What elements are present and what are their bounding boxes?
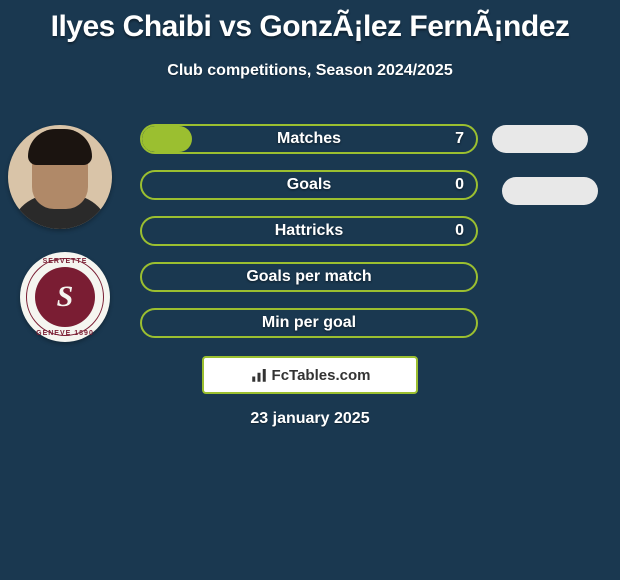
stat-row-goals-per-match: Goals per match [140, 262, 478, 292]
footer-date: 23 january 2025 [0, 410, 620, 428]
club-badge-inner: S [35, 267, 95, 327]
stat-value: 0 [455, 222, 464, 240]
stat-row-goals: Goals 0 [140, 170, 478, 200]
stat-label: Goals per match [142, 268, 476, 286]
club-badge-text-top: SERVETTE [43, 258, 88, 265]
avatar-hair-shape [28, 129, 92, 165]
club-badge-text-bottom: GENEVE 1890 [36, 330, 94, 337]
opponent-pill-1 [492, 125, 588, 153]
club-badge: SERVETTE S GENEVE 1890 [20, 252, 110, 342]
stat-row-hattricks: Hattricks 0 [140, 216, 478, 246]
stats-panel: Matches 7 Goals 0 Hattricks 0 Goals per … [140, 124, 478, 354]
stat-row-matches: Matches 7 [140, 124, 478, 154]
page-subtitle: Club competitions, Season 2024/2025 [0, 62, 620, 80]
source-badge-text: FcTables.com [272, 367, 371, 384]
stat-label: Min per goal [142, 314, 476, 332]
stat-label: Goals [142, 176, 476, 194]
stat-value: 7 [455, 130, 464, 148]
page-title: Ilyes Chaibi vs GonzÃ¡lez FernÃ¡ndez [0, 0, 620, 44]
stat-fill [142, 126, 192, 152]
stat-label: Hattricks [142, 222, 476, 240]
stat-value: 0 [455, 176, 464, 194]
bar-chart-icon [250, 366, 268, 384]
player-avatar [8, 125, 112, 229]
opponent-pill-2 [502, 177, 598, 205]
stat-label: Matches [142, 130, 476, 148]
source-badge: FcTables.com [202, 356, 418, 394]
stat-row-min-per-goal: Min per goal [140, 308, 478, 338]
